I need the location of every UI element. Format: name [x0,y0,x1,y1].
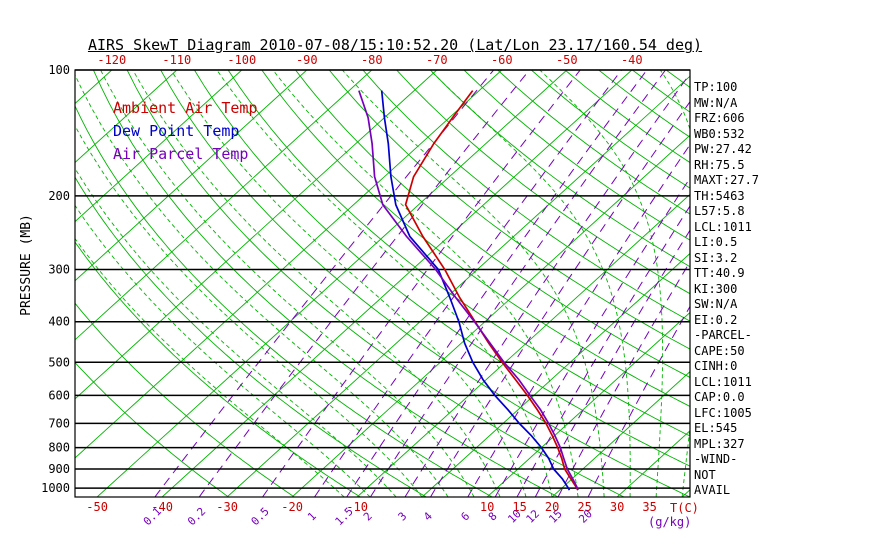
bottom-temp-tick-label: -40 [151,500,173,514]
stat-line: EI:0.2 [694,312,738,327]
mixing-ratio-tick-label: 3 [396,510,410,524]
stat-line: CAPE:50 [694,343,745,358]
top-temp-tick-label: -60 [491,53,513,67]
moist-adiabat-lines [75,70,690,497]
stat-line: LI:0.5 [694,235,738,249]
stat-line: LCL:1011 [694,374,752,389]
top-temp-tick-label: -110 [162,53,191,67]
top-temp-tick-label: -80 [361,53,383,67]
legend-ambient-air-temp: Ambient Air Temp [113,99,258,117]
axis-labels: -120 -110 -100 -90 -80 -70 -60 -50 -40 -50 -40 -30 -… [19,53,699,529]
legend-air-parcel-temp: Air Parcel Temp [113,145,249,163]
stat-line: CAP:0.0 [694,390,745,404]
stat-line: LCL:1011 [694,219,752,234]
stat-line: LFC:1005 [694,405,752,420]
bottom-temp-tick-label: -10 [346,500,368,514]
mixing-ratio-tick-label: 4 [421,509,435,523]
bottom-temp-tick-label: 35 [642,500,656,514]
bottom-temp-tick-label: -50 [86,500,108,514]
pressure-tick-label: 900 [48,462,70,476]
mixing-unit-label: (g/kg) [648,515,691,529]
mixing-ratio-tick-label: 1 [305,510,319,524]
curve-ambient-air-temp [404,90,579,491]
stat-line: NOT [694,467,716,482]
mixing-ratio-lines [154,70,690,497]
pressure-tick-label: 400 [48,315,70,329]
stat-line: TP:100 [694,80,738,94]
pressure-tick-label: 1000 [41,481,70,495]
top-temp-tick-label: -50 [556,53,578,67]
plot-border [74,69,691,498]
stat-line: TH:5463 [694,188,745,203]
stat-line: SW:N/A [694,297,738,311]
pressure-tick-label: 800 [48,441,70,455]
bottom-temp-tick-label: -30 [216,500,238,514]
bottom-temp-tick-label: 25 [577,500,591,514]
stat-line: MW:N/A [694,95,738,110]
top-temp-tick-label: -120 [97,53,126,67]
stat-line: AVAIL [694,483,731,497]
stat-line: RH:75.5 [694,157,745,172]
pressure-tick-label: 600 [48,388,70,402]
skewt-grid [75,70,690,497]
stat-line: -WIND- [694,452,738,466]
top-temp-tick-label: -90 [296,53,318,67]
bottom-temp-tick-label: 10 [480,500,494,514]
stat-line: MAXT:27.7 [694,173,760,187]
stat-line: FRZ:606 [694,111,745,125]
bottom-temp-tick-label: -20 [281,500,303,514]
pressure-tick-label: 500 [48,355,70,369]
bottom-temp-tick-label: 15 [512,500,526,514]
stat-line: PW:27.42 [694,142,752,156]
mixing-ratio-tick-label: 0.5 [249,505,272,528]
top-temp-tick-label: -70 [426,53,448,67]
stat-line: CINH:0 [694,359,738,373]
pressure-axis-title: PRESSURE (MB) [19,214,34,316]
chart-title: AIRS SkewT Diagram 2010-07-08/15:10:52.2… [87,36,703,54]
mixing-ratio-tick-label: 0.2 [185,505,208,528]
top-temp-tick-label: -100 [227,53,256,67]
bottom-temp-tick-label: 20 [545,500,559,514]
pressure-tick-label: 200 [48,189,70,203]
stat-line: WB0:532 [694,126,745,141]
pressure-tick-label: 700 [48,416,70,430]
stat-line: EL:545 [694,421,738,435]
legend-dew-point-temp: Dew Point Temp [113,122,240,140]
stat-line: KI:300 [694,281,738,296]
chart-legend: Ambient Air Temp Dew Point Temp Air Parc… [113,97,258,166]
pressure-tick-label: 300 [48,263,70,277]
pressure-gridlines [75,69,690,489]
pressure-tick-label: 100 [48,63,70,77]
stats-panel: TP:100 MW:N/A FRZ:606 WB0:532 PW:27.42 RH:75.… [694,80,759,499]
stat-line: -PARCEL- [694,328,752,342]
stat-line: MPL:327 [694,436,745,451]
top-temp-tick-label: -40 [621,53,643,67]
bottom-temp-tick-label: 30 [610,500,624,514]
curve-dew-point-temp [380,90,571,491]
temp-unit-label: T(C) [670,501,699,515]
stat-line: L57:5.8 [694,204,745,218]
mixing-ratio-tick-label: 6 [458,510,472,524]
stat-line: TT:40.9 [694,266,745,280]
stat-line: SI:3.2 [694,250,738,265]
sounding-curves [358,90,579,491]
curve-air-parcel-temp [358,90,579,491]
